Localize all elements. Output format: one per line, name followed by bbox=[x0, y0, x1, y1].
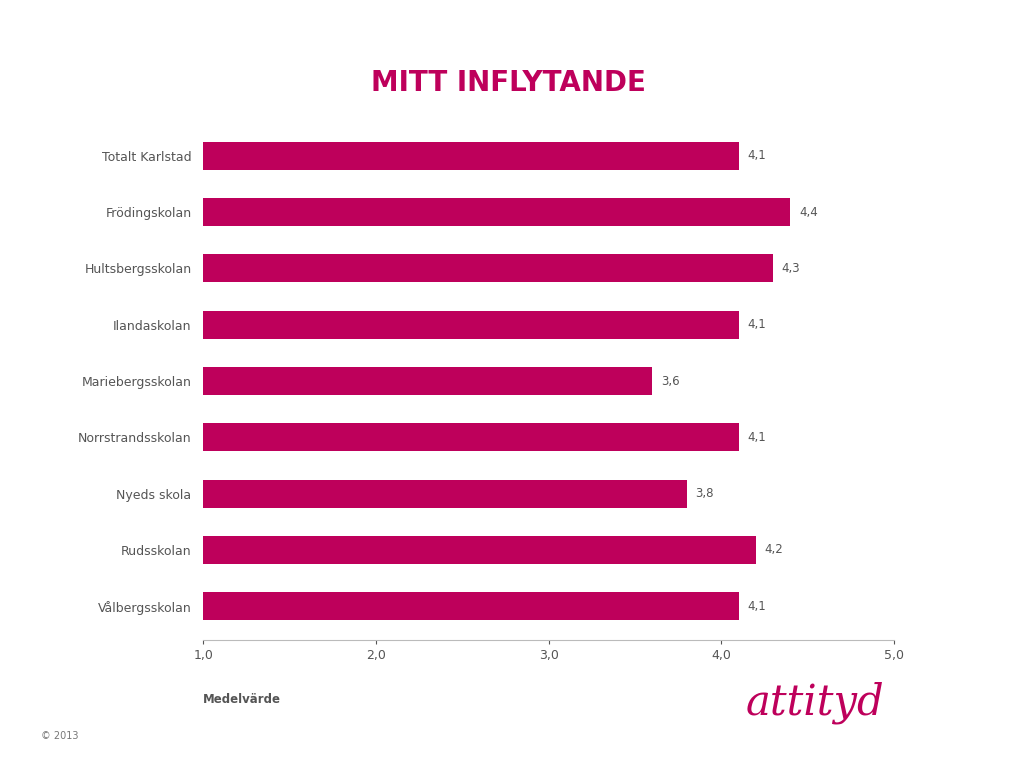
Bar bbox=[203, 592, 739, 620]
Text: 4,2: 4,2 bbox=[764, 543, 783, 556]
Bar bbox=[203, 536, 756, 564]
Bar bbox=[203, 479, 687, 507]
Bar bbox=[203, 423, 739, 451]
Text: 4,1: 4,1 bbox=[747, 600, 766, 613]
Bar bbox=[203, 142, 739, 170]
Text: attityd: attityd bbox=[746, 681, 884, 724]
Text: 4,1: 4,1 bbox=[747, 149, 766, 162]
Bar bbox=[203, 311, 739, 339]
Text: 4,3: 4,3 bbox=[781, 262, 801, 275]
Text: 3,8: 3,8 bbox=[695, 487, 714, 500]
Text: 4,1: 4,1 bbox=[747, 319, 766, 331]
Text: © 2013: © 2013 bbox=[41, 732, 78, 741]
Text: 4,4: 4,4 bbox=[799, 206, 818, 219]
Text: 4,1: 4,1 bbox=[747, 431, 766, 443]
Text: 3,6: 3,6 bbox=[660, 374, 680, 388]
Bar bbox=[203, 255, 773, 283]
Bar bbox=[203, 367, 652, 395]
Text: Medelvärde: Medelvärde bbox=[203, 693, 281, 706]
Bar bbox=[203, 198, 790, 226]
Text: MITT INFLYTANDE: MITT INFLYTANDE bbox=[371, 69, 645, 97]
